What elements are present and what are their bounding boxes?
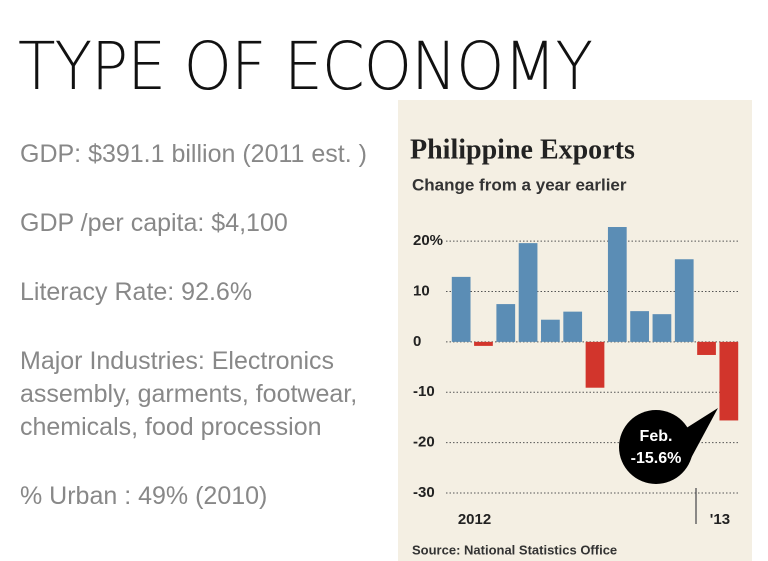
y-tick-label: 10 [413, 282, 430, 299]
y-tick-label: -30 [413, 484, 435, 501]
x-tick-label: 2012 [458, 511, 491, 528]
annotation: Feb. [640, 428, 673, 445]
bar [563, 311, 583, 342]
bar [719, 341, 739, 421]
bar [518, 243, 538, 342]
y-tick-label: 0 [413, 333, 421, 350]
y-tick-label: -10 [413, 383, 435, 400]
paragraph: GDP /per capita: $4,100 [20, 209, 288, 237]
chart-title: Philippine Exports [410, 134, 635, 165]
slide-title: TYPE OF ECONOMY [18, 28, 593, 105]
bar [541, 319, 560, 342]
x-tick-label: '13 [710, 511, 730, 528]
paragraph: % Urban : 49% (2010) [20, 482, 268, 510]
paragraph: Major Industries: Electronics assembly, … [20, 347, 358, 441]
callout [619, 410, 693, 484]
bar [585, 341, 605, 388]
annotation: -15.6% [631, 450, 682, 467]
bar [496, 304, 516, 342]
chart-subtitle: Change from a year earlier [412, 175, 627, 194]
bar [652, 314, 672, 342]
bar [607, 227, 627, 342]
y-tick-label: -20 [413, 434, 435, 451]
y-tick-label: 20% [413, 232, 443, 249]
slide-text: GDP: $391.1 billion (2011 est. ) GDP /per… [20, 138, 370, 549]
bar [451, 276, 471, 342]
paragraph: GDP: $391.1 billion (2011 est. ) [20, 140, 367, 168]
paragraph: Literacy Rate: 92.6% [20, 278, 253, 306]
bar [674, 259, 694, 342]
bar [697, 341, 716, 355]
bar [630, 311, 649, 342]
bar [474, 341, 493, 346]
source: Source: National Statistics Office [412, 542, 617, 557]
